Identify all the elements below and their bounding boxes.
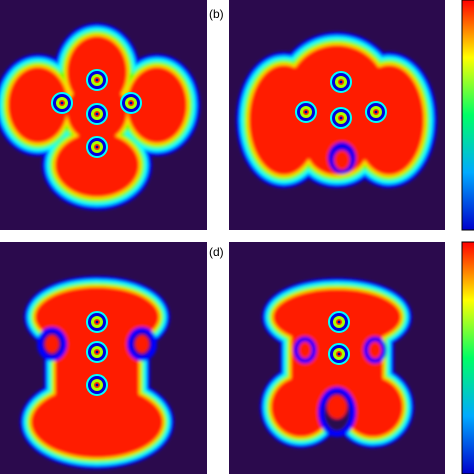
panel-b [229, 0, 445, 230]
rings [86, 311, 108, 396]
density-map [249, 45, 424, 175]
panel-d [229, 242, 445, 474]
density-map [31, 287, 163, 458]
panel-label: (d) [209, 245, 224, 259]
panel-c [0, 242, 207, 474]
colorbar [461, 241, 474, 474]
colorbar [461, 0, 474, 231]
panel-a [0, 0, 207, 230]
panel-label: (b) [209, 7, 224, 21]
density-map [271, 289, 403, 437]
